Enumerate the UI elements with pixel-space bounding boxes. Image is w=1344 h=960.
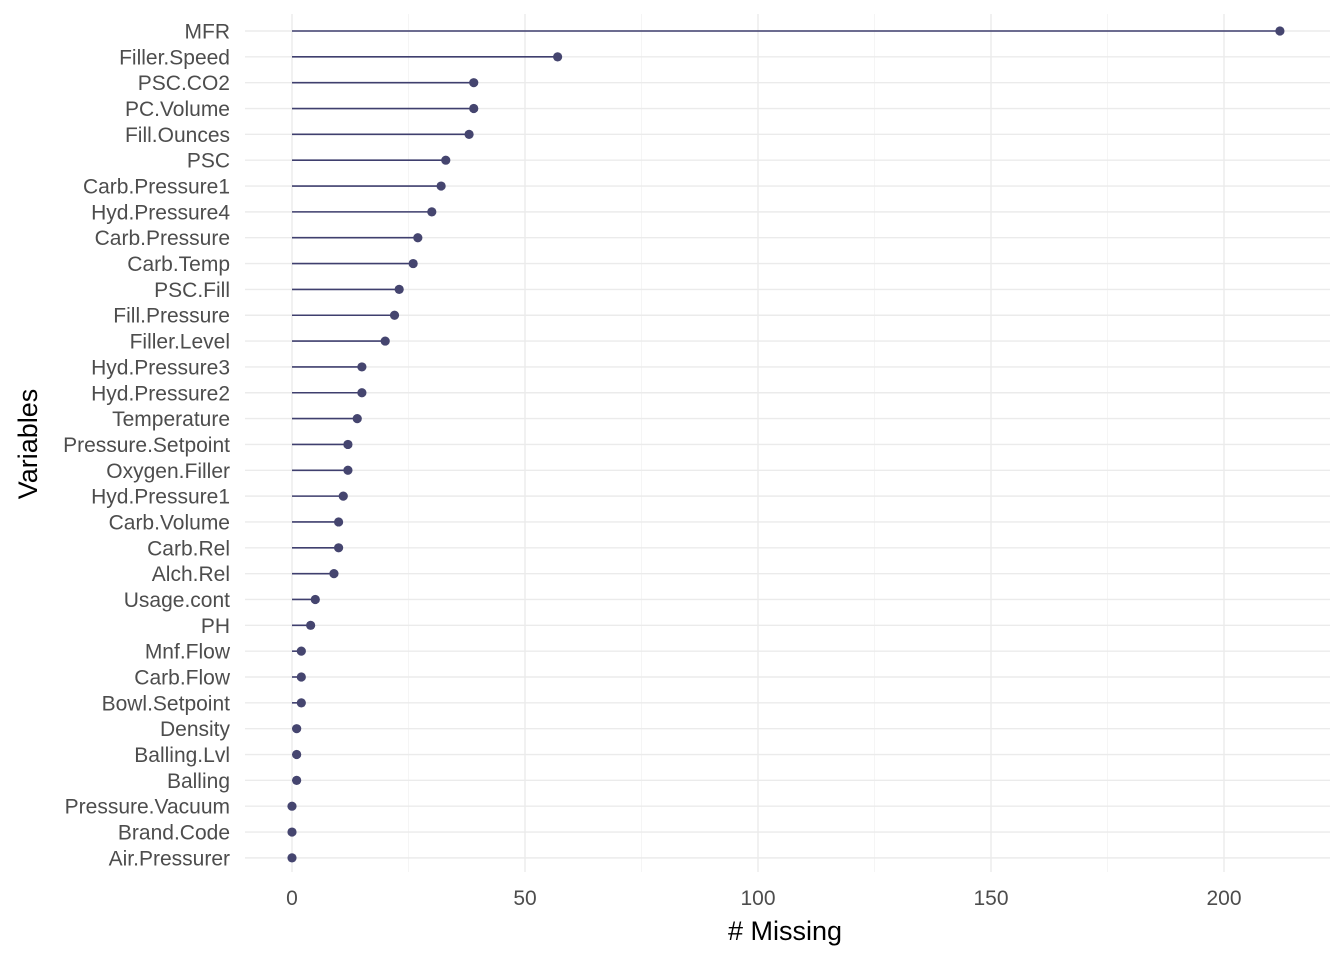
lollipop-point — [334, 517, 344, 527]
y-tick-label: Hyd.Pressure4 — [91, 201, 230, 224]
lollipop-point — [1275, 26, 1285, 36]
lollipop-point — [306, 620, 316, 630]
lollipop-point — [343, 465, 353, 475]
y-tick-label: Filler.Speed — [119, 46, 230, 69]
lollipop-point — [380, 336, 390, 346]
y-tick-label: Pressure.Setpoint — [63, 434, 230, 457]
lollipop-point — [287, 853, 297, 863]
lollipop-point — [292, 775, 302, 785]
lollipop-point — [292, 724, 302, 734]
lollipop-point — [469, 103, 479, 114]
lollipop-point — [357, 388, 367, 398]
lollipop-point — [334, 543, 344, 553]
y-tick-label: Fill.Pressure — [113, 305, 230, 328]
y-tick-label: PSC — [187, 150, 230, 173]
y-tick-label: Balling.Lvl — [134, 744, 230, 767]
lollipop-point — [287, 827, 297, 837]
x-tick-label: 0 — [286, 887, 298, 910]
lollipop-point — [553, 52, 563, 62]
y-tick-label: Usage.cont — [124, 589, 230, 612]
x-tick-label: 150 — [973, 887, 1008, 910]
y-tick-label: PC.Volume — [125, 98, 230, 121]
lollipop-point — [296, 698, 306, 708]
y-tick-label: Bowl.Setpoint — [102, 692, 231, 715]
lollipop-point — [389, 310, 400, 320]
grid-lines — [245, 14, 1330, 872]
lollipop-points — [287, 26, 1285, 863]
lollipop-point — [394, 284, 404, 294]
y-tick-label: Carb.Volume — [109, 511, 230, 534]
x-tick-label: 100 — [740, 887, 775, 910]
y-tick-label: Hyd.Pressure1 — [91, 486, 230, 509]
y-tick-label: PSC.CO2 — [138, 72, 230, 95]
lollipop-point — [357, 362, 367, 372]
lollipop-point — [338, 491, 348, 501]
lollipop-point — [310, 594, 320, 605]
x-axis-title: # Missing — [728, 916, 842, 946]
lollipop-point — [343, 439, 353, 450]
y-tick-label: PSC.Fill — [154, 279, 230, 302]
lollipop-point — [469, 78, 479, 88]
lollipop-point — [352, 414, 362, 424]
lollipop-point — [408, 258, 418, 269]
lollipop-point — [436, 181, 446, 191]
y-tick-label: Alch.Rel — [152, 563, 230, 586]
y-tick-label: Air.Pressurer — [109, 847, 230, 870]
y-tick-label: MFR — [185, 21, 231, 44]
y-tick-label: Hyd.Pressure3 — [91, 356, 230, 379]
lollipop-point — [427, 207, 437, 217]
y-tick-label: Mnf.Flow — [145, 641, 231, 664]
lollipop-point — [464, 129, 474, 139]
lollipop-point — [292, 749, 302, 760]
y-tick-label: Density — [160, 718, 231, 741]
lollipop-point — [296, 672, 306, 682]
y-tick-label: Filler.Level — [130, 331, 230, 354]
y-tick-label: Oxygen.Filler — [106, 460, 230, 483]
y-tick-label: Hyd.Pressure2 — [91, 382, 230, 405]
y-tick-label: Fill.Ounces — [125, 124, 230, 147]
lollipop-stems — [292, 30, 1280, 782]
lollipop-point — [296, 646, 306, 656]
y-tick-label: Temperature — [112, 408, 230, 431]
y-tick-label: Carb.Pressure — [95, 227, 230, 250]
x-axis-tick-labels: 0 50 100 150 200 — [286, 887, 1241, 910]
x-tick-label: 50 — [513, 887, 536, 910]
y-tick-label: Brand.Code — [118, 822, 230, 845]
y-tick-label: Carb.Rel — [147, 537, 230, 560]
lollipop-point — [287, 801, 297, 811]
y-tick-label: Carb.Pressure1 — [83, 176, 230, 199]
lollipop-point — [441, 155, 451, 165]
y-axis-title: Variables — [13, 389, 43, 500]
y-tick-label: Carb.Flow — [134, 667, 231, 690]
y-tick-label: Carb.Temp — [127, 253, 230, 276]
x-tick-label: 200 — [1206, 887, 1241, 910]
y-tick-label: Balling — [167, 770, 230, 793]
y-tick-label: PH — [201, 615, 230, 638]
y-tick-label: Pressure.Vacuum — [65, 796, 230, 819]
lollipop-point — [329, 569, 339, 579]
lollipop-point — [413, 233, 423, 243]
